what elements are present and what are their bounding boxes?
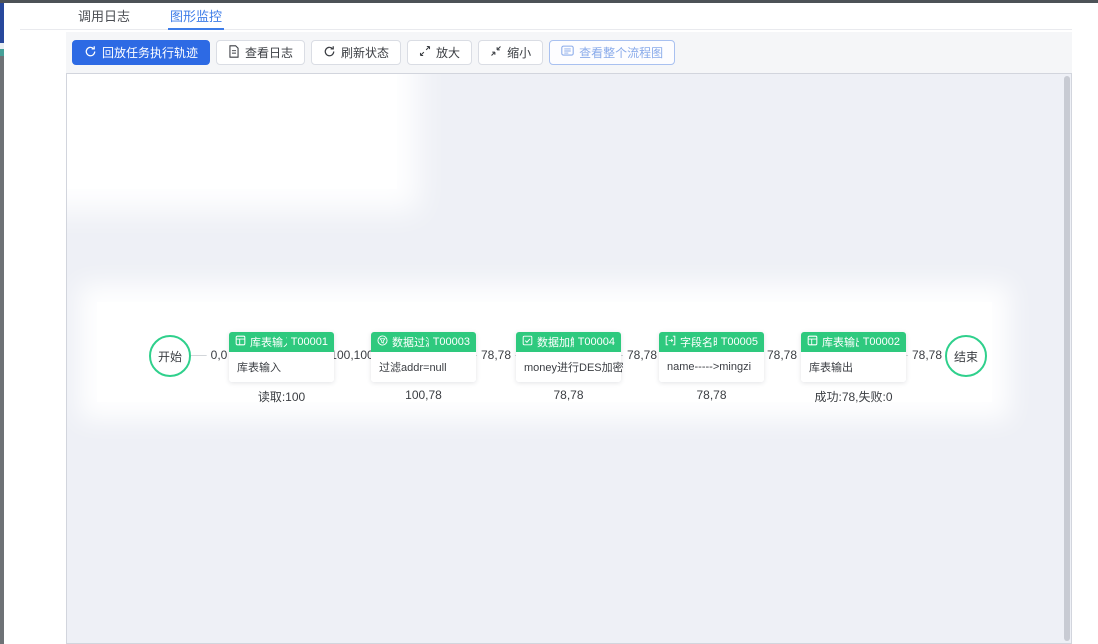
zoom-out-button[interactable]: 缩小 xyxy=(478,40,544,65)
window-left-edge-gray xyxy=(0,56,4,644)
start-node[interactable]: 开始 xyxy=(149,335,191,377)
node-body: money进行DES加密 xyxy=(516,352,624,382)
zoom-out-icon xyxy=(490,45,502,60)
node-header: 数据加解密 T00004 xyxy=(516,332,621,352)
encrypt-icon xyxy=(522,335,533,349)
view-full-flowchart-button[interactable]: 查看整个流程图 xyxy=(549,40,676,65)
refresh-status-label: 刷新状态 xyxy=(341,46,390,60)
start-node-label: 开始 xyxy=(157,349,182,364)
canvas-paper-topleft xyxy=(67,74,397,189)
node-stat: 100,78 xyxy=(405,388,442,402)
replay-icon xyxy=(84,45,97,61)
toolbar: 回放任务执行轨迹 查看日志 刷新状态 放大 缩小 查看整个流程图 xyxy=(66,32,1072,73)
node-header: 数据过滤器 T00003 xyxy=(371,332,476,352)
window-left-edge-gap xyxy=(0,43,4,49)
node-title: 库表输出 xyxy=(822,337,859,349)
zoom-in-icon xyxy=(419,45,431,60)
zoom-in-label: 放大 xyxy=(436,46,461,60)
node-body: name----->mingzi xyxy=(659,352,764,382)
view-full-flowchart-label: 查看整个流程图 xyxy=(579,46,664,60)
window-left-edge-teal xyxy=(0,49,4,56)
edge-label: 78,78 xyxy=(622,348,662,363)
node-title: 数据加解密 xyxy=(537,337,574,349)
node-body: 库表输出 xyxy=(801,352,906,382)
flow-node-table-input[interactable]: 库表输入 T00001 库表输入 读取:100 xyxy=(229,332,334,404)
flow-node-data-filter[interactable]: 数据过滤器 T00003 过滤addr=null 100,78 xyxy=(371,332,476,402)
edge-label: 100,100 xyxy=(326,348,378,363)
refresh-status-button[interactable]: 刷新状态 xyxy=(311,40,402,65)
document-icon xyxy=(228,44,240,61)
node-code: T00003 xyxy=(432,336,470,348)
vertical-scrollbar[interactable] xyxy=(1064,76,1070,641)
edge-label: 78,78 xyxy=(907,348,947,363)
node-code: T00002 xyxy=(862,336,900,348)
view-log-button[interactable]: 查看日志 xyxy=(216,40,306,65)
end-node[interactable]: 结束 xyxy=(945,335,987,377)
tab-call-logs[interactable]: 调用日志 xyxy=(78,9,131,24)
flow-node-table-output[interactable]: 库表输出 T00002 库表输出 成功:78,失败:0 xyxy=(801,332,906,404)
node-header: 库表输入 T00001 xyxy=(229,332,334,352)
node-body: 过滤addr=null xyxy=(371,352,476,382)
view-log-label: 查看日志 xyxy=(245,46,294,60)
window-top-edge xyxy=(0,0,1098,3)
node-title: 数据过滤器 xyxy=(392,337,429,349)
flow-canvas[interactable]: 开始 0,0 100,100 78,78 78,78 78,78 78,78 库… xyxy=(66,73,1072,644)
window-left-edge-blue xyxy=(0,3,4,43)
edge-label: 78,78 xyxy=(476,348,516,363)
node-code: T00001 xyxy=(290,336,328,348)
node-stat: 成功:78,失败:0 xyxy=(814,390,893,404)
node-code: T00005 xyxy=(720,336,758,348)
flowchart-icon xyxy=(561,45,574,60)
refresh-icon xyxy=(323,45,336,61)
filter-icon xyxy=(377,335,388,349)
table-output-icon xyxy=(807,335,818,349)
node-header: 库表输出 T00002 xyxy=(801,332,906,352)
replay-task-trace-label: 回放任务执行轨迹 xyxy=(102,46,199,60)
node-title: 字段名映射 xyxy=(680,337,717,349)
mapping-icon xyxy=(665,335,676,349)
node-header: 字段名映射 T00005 xyxy=(659,332,764,352)
zoom-in-button[interactable]: 放大 xyxy=(407,40,473,65)
table-input-icon xyxy=(235,335,246,349)
edge-label: 0,0 xyxy=(206,348,232,363)
flow-node-data-encrypt[interactable]: 数据加解密 T00004 money进行DES加密 78,78 xyxy=(516,332,624,402)
tab-bar: 调用日志 图形监控 xyxy=(20,3,1072,30)
node-stat: 78,78 xyxy=(696,388,727,402)
end-node-label: 结束 xyxy=(953,349,978,364)
edge-label: 78,78 xyxy=(762,348,802,363)
replay-task-trace-button[interactable]: 回放任务执行轨迹 xyxy=(72,40,211,65)
node-stat: 读取:100 xyxy=(257,390,306,404)
node-stat: 78,78 xyxy=(553,388,584,402)
tab-graphic-monitor[interactable]: 图形监控 xyxy=(168,3,225,30)
node-title: 库表输入 xyxy=(250,337,287,349)
node-code: T00004 xyxy=(577,336,615,348)
node-body: 库表输入 xyxy=(229,352,334,382)
flow-node-field-mapping[interactable]: 字段名映射 T00005 name----->mingzi 78,78 xyxy=(659,332,764,402)
zoom-out-label: 缩小 xyxy=(507,46,532,60)
